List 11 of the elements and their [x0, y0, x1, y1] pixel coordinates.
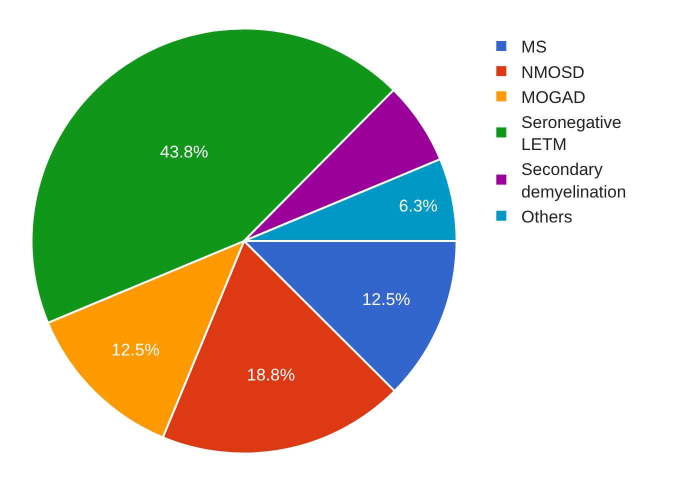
- legend-label: Seronegative LETM: [521, 112, 622, 154]
- legend-label: MOGAD: [521, 88, 586, 107]
- legend-label: Secondary demyelination: [521, 160, 626, 202]
- data-label: 6.3%: [398, 196, 438, 216]
- legend-label: Others: [521, 207, 572, 226]
- legend-label: MS: [521, 38, 547, 57]
- legend-label: NMOSD: [521, 62, 585, 82]
- data-label: 43.8%: [160, 142, 208, 162]
- data-label: 12.5%: [111, 340, 160, 360]
- data-label: 18.8%: [246, 365, 295, 384]
- data-label: 12.5%: [362, 290, 410, 310]
